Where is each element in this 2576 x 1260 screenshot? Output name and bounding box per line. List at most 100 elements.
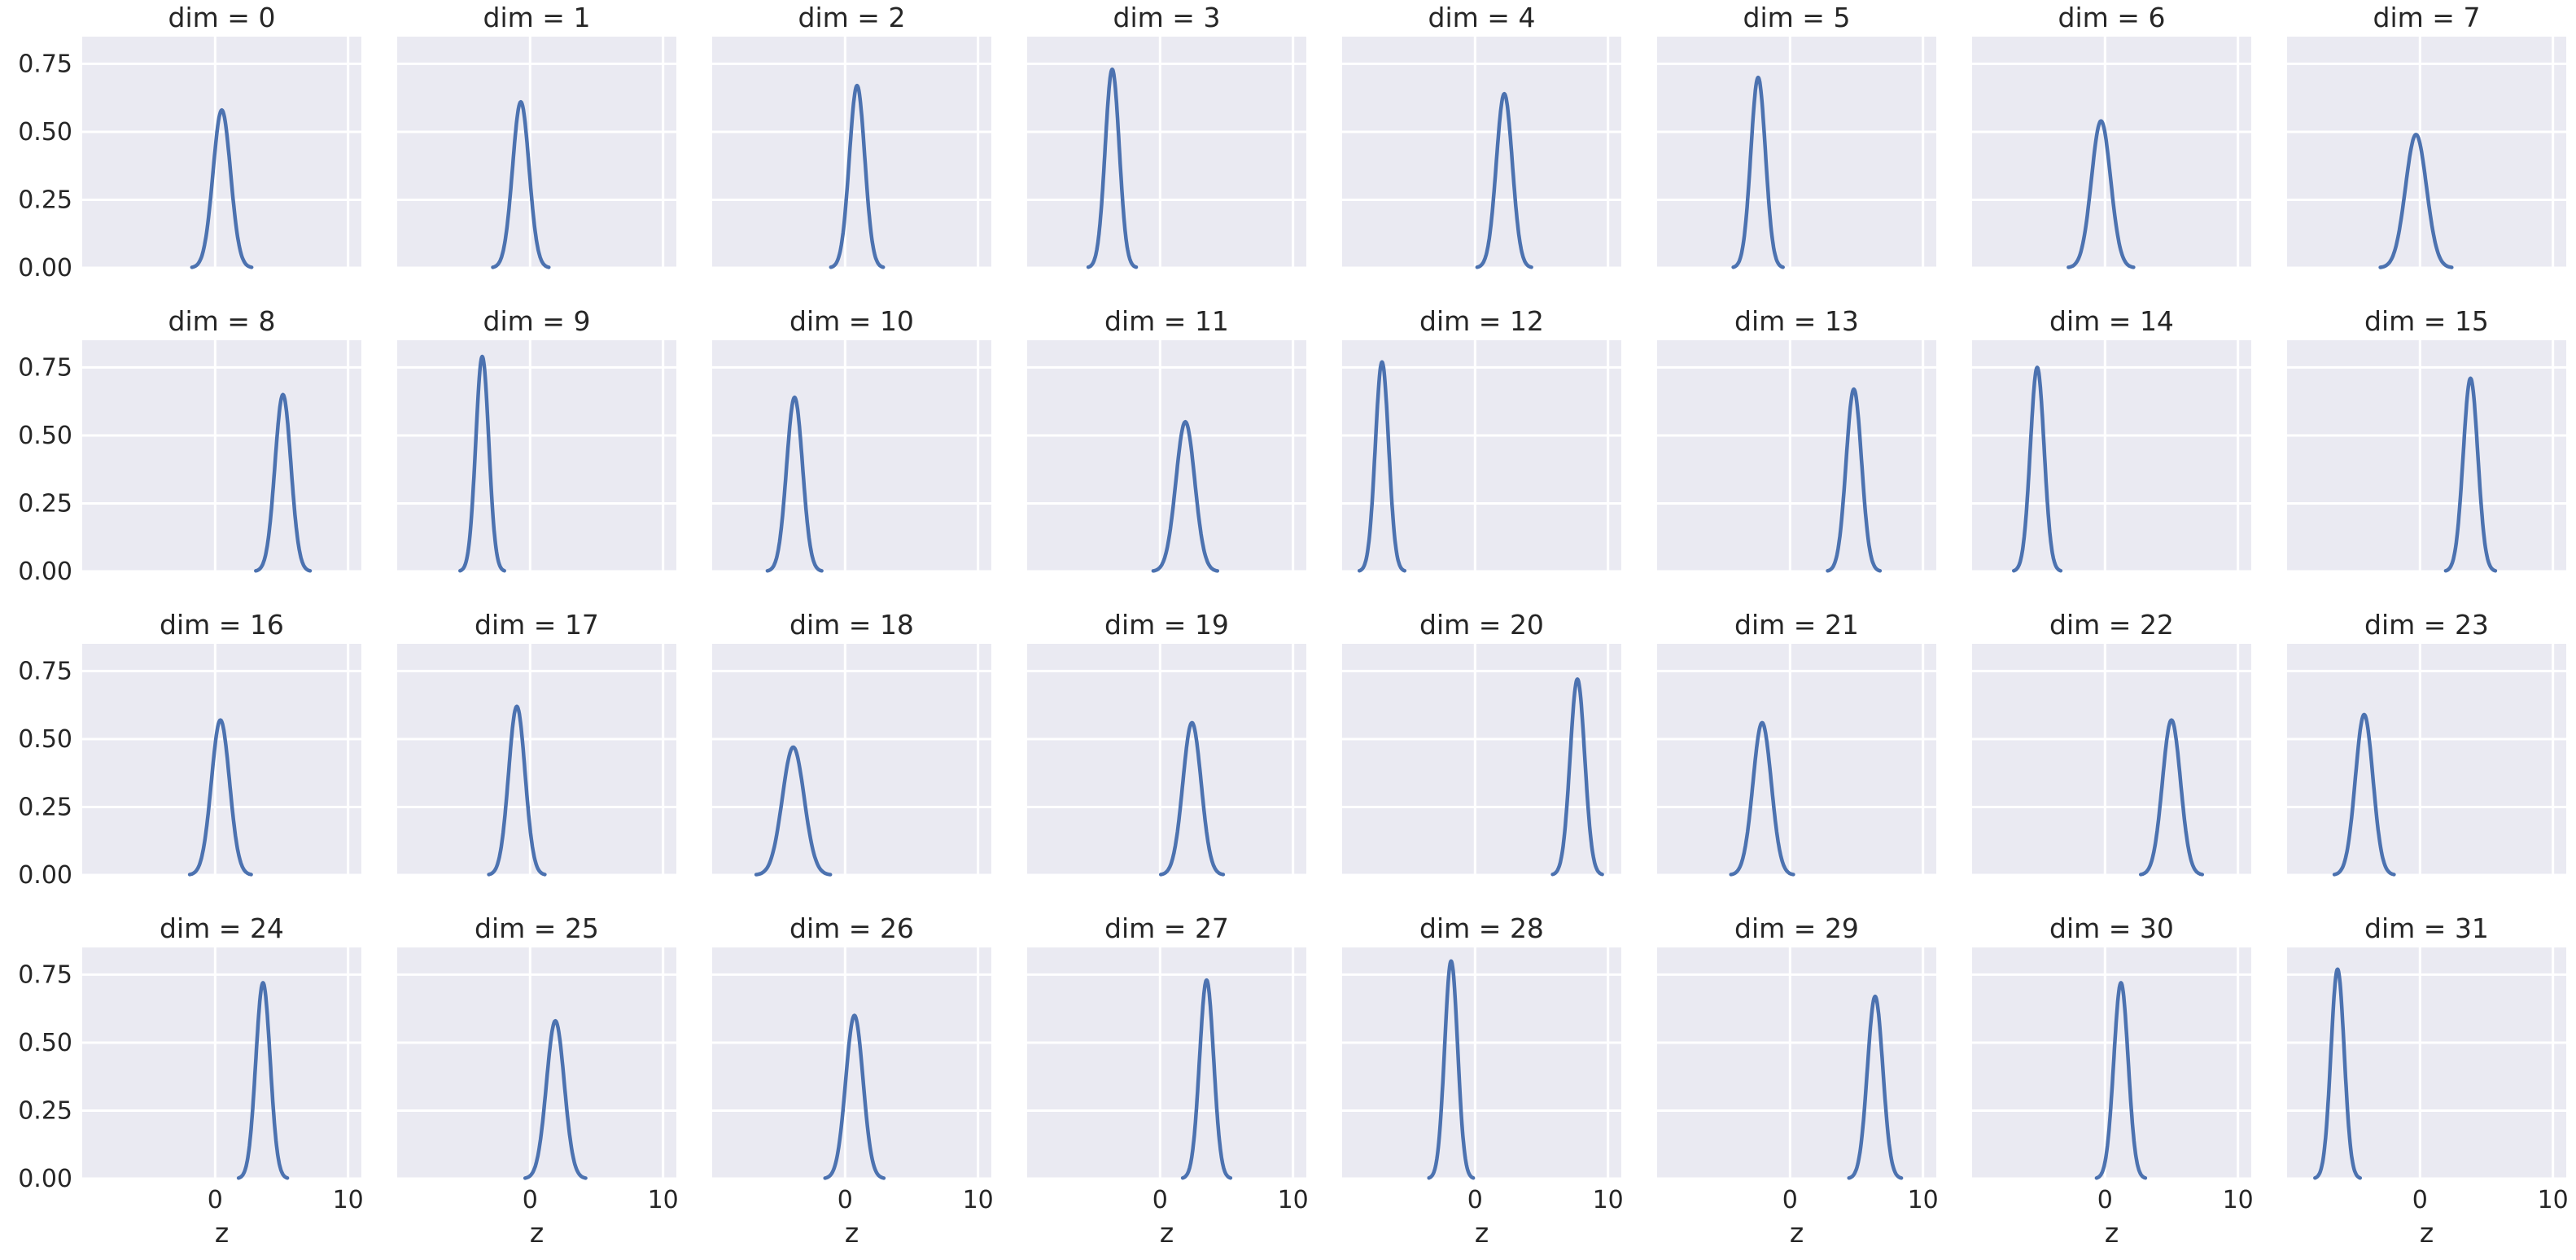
x-tick-label: 0 bbox=[523, 1186, 538, 1214]
facet-panel-dim-17: dim = 17 bbox=[397, 609, 676, 877]
panel-background bbox=[1027, 644, 1306, 875]
density-curve-dim-5 bbox=[1731, 75, 1785, 269]
y-tick-label: 0.25 bbox=[18, 186, 72, 214]
facet-panel-dim-6: dim = 6 bbox=[1972, 2, 2251, 269]
panel-background bbox=[1342, 947, 1621, 1179]
panel-background bbox=[2287, 37, 2566, 268]
y-tick-label: 0.75 bbox=[18, 50, 72, 78]
facet-panels: dim = 0 0.00 0.25 0.50 0.75 dim = 1 dim = 2 dim… bbox=[18, 2, 2569, 1249]
panel-title: dim = 12 bbox=[1419, 305, 1544, 337]
x-axis-label: z bbox=[845, 1217, 859, 1249]
panel-background bbox=[712, 340, 991, 571]
panel-title: dim = 28 bbox=[1419, 912, 1544, 944]
x-tick-label: 0 bbox=[2412, 1186, 2428, 1214]
panel-background bbox=[1972, 340, 2251, 571]
panel-background bbox=[1027, 37, 1306, 268]
facet-panel-dim-15: dim = 15 bbox=[2287, 305, 2566, 573]
density-curve-dim-4 bbox=[1475, 91, 1533, 269]
density-curve-dim-18 bbox=[754, 745, 833, 877]
facet-panel-dim-16: dim = 16 0.00 0.25 0.50 0.75 bbox=[18, 609, 361, 890]
density-curve-dim-31 bbox=[2313, 967, 2363, 1180]
density-curve-dim-29 bbox=[1847, 994, 1904, 1180]
panel-title: dim = 19 bbox=[1104, 609, 1229, 641]
density-curve-dim-10 bbox=[765, 395, 824, 573]
panel-background bbox=[2287, 644, 2566, 875]
panel-background bbox=[397, 947, 676, 1179]
y-tick-label: 0.75 bbox=[18, 657, 72, 685]
density-curve-dim-30 bbox=[2094, 981, 2148, 1180]
y-tick-label: 0.00 bbox=[18, 1165, 72, 1193]
panel-title: dim = 6 bbox=[2058, 2, 2166, 33]
y-tick-label: 0.00 bbox=[18, 558, 72, 586]
y-tick-label: 0.50 bbox=[18, 725, 72, 754]
panel-title: dim = 15 bbox=[2364, 305, 2489, 337]
x-axis-label: z bbox=[1160, 1217, 1174, 1249]
facet-panel-dim-3: dim = 3 bbox=[1027, 2, 1306, 269]
panel-background bbox=[1972, 947, 2251, 1179]
facet-panel-dim-2: dim = 2 bbox=[712, 2, 991, 269]
panel-background bbox=[397, 37, 676, 268]
panel-title: dim = 7 bbox=[2373, 2, 2481, 33]
facet-panel-dim-27: dim = 27 0 10 z bbox=[1027, 912, 1309, 1249]
y-tick-label: 0.75 bbox=[18, 960, 72, 989]
facet-panel-dim-19: dim = 19 bbox=[1027, 609, 1306, 877]
panel-background bbox=[82, 947, 361, 1179]
facet-panel-dim-8: dim = 8 0.00 0.25 0.50 0.75 bbox=[18, 305, 361, 586]
density-curve-dim-15 bbox=[2443, 376, 2498, 573]
panel-title: dim = 2 bbox=[798, 2, 906, 33]
panel-background bbox=[1972, 644, 2251, 875]
y-tick-label: 0.50 bbox=[18, 1029, 72, 1057]
facet-panel-dim-9: dim = 9 bbox=[397, 305, 676, 573]
density-curve-dim-9 bbox=[458, 354, 506, 573]
panel-background bbox=[712, 644, 991, 875]
x-axis-label: z bbox=[1475, 1217, 1489, 1249]
density-curve-dim-12 bbox=[1357, 360, 1407, 573]
panel-title: dim = 13 bbox=[1734, 305, 1859, 337]
panel-background bbox=[712, 947, 991, 1179]
x-tick-label: 10 bbox=[648, 1186, 679, 1214]
facet-panel-dim-0: dim = 0 0.00 0.25 0.50 0.75 bbox=[18, 2, 361, 282]
x-axis-label: z bbox=[530, 1217, 544, 1249]
x-tick-label: 0 bbox=[1467, 1186, 1483, 1214]
facet-panel-dim-31: dim = 31 0 10 z bbox=[2287, 912, 2569, 1249]
density-curve-dim-7 bbox=[2378, 133, 2454, 269]
panel-title: dim = 9 bbox=[483, 305, 591, 337]
x-axis-label: z bbox=[1790, 1217, 1804, 1249]
density-curve-dim-28 bbox=[1427, 959, 1476, 1180]
x-axis-label: z bbox=[2105, 1217, 2119, 1249]
panel-title: dim = 24 bbox=[160, 912, 284, 944]
density-curve-dim-23 bbox=[2332, 712, 2396, 877]
facet-panel-dim-26: dim = 26 0 10 z bbox=[712, 912, 994, 1249]
panel-title: dim = 11 bbox=[1104, 305, 1229, 337]
panel-background bbox=[1027, 340, 1306, 571]
facet-panel-dim-12: dim = 12 bbox=[1342, 305, 1621, 573]
density-curve-dim-1 bbox=[491, 99, 551, 269]
x-tick-label: 10 bbox=[1278, 1186, 1309, 1214]
facet-panel-dim-18: dim = 18 bbox=[712, 609, 991, 877]
facet-panel-dim-11: dim = 11 bbox=[1027, 305, 1306, 573]
panel-title: dim = 4 bbox=[1428, 2, 1536, 33]
x-tick-label: 10 bbox=[1908, 1186, 1939, 1214]
facet-panel-dim-1: dim = 1 bbox=[397, 2, 676, 269]
panel-title: dim = 23 bbox=[2364, 609, 2489, 641]
panel-title: dim = 17 bbox=[475, 609, 599, 641]
facet-panel-dim-21: dim = 21 bbox=[1657, 609, 1936, 877]
panel-background bbox=[1027, 947, 1306, 1179]
panel-background bbox=[712, 37, 991, 268]
facet-panel-dim-29: dim = 29 0 10 z bbox=[1657, 912, 1939, 1249]
x-tick-label: 0 bbox=[1782, 1186, 1798, 1214]
x-tick-label: 10 bbox=[2223, 1186, 2254, 1214]
x-tick-label: 0 bbox=[208, 1186, 223, 1214]
panel-background bbox=[1657, 644, 1936, 875]
x-axis-label: z bbox=[2420, 1217, 2434, 1249]
y-tick-label: 0.50 bbox=[18, 118, 72, 147]
facet-panel-dim-10: dim = 10 bbox=[712, 305, 991, 573]
panel-background bbox=[82, 340, 361, 571]
x-tick-label: 10 bbox=[1593, 1186, 1624, 1214]
panel-background bbox=[1342, 644, 1621, 875]
density-curve-dim-25 bbox=[523, 1018, 588, 1180]
facet-panel-dim-5: dim = 5 bbox=[1657, 2, 1936, 269]
density-curve-dim-16 bbox=[187, 718, 253, 877]
panel-title: dim = 22 bbox=[2049, 609, 2174, 641]
